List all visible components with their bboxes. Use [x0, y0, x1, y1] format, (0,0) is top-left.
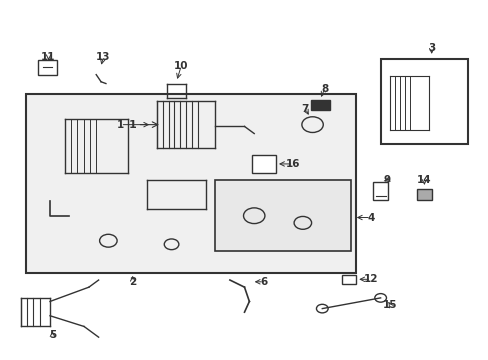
Text: 13: 13 [96, 52, 110, 62]
Text: 2: 2 [129, 277, 136, 287]
Text: 11: 11 [41, 52, 56, 62]
Text: 12: 12 [363, 274, 377, 284]
Text: 3: 3 [427, 43, 434, 53]
Text: 4: 4 [366, 212, 374, 222]
Bar [26, 94, 356, 273]
Text: 6: 6 [260, 277, 267, 287]
Text: 1: 1 [117, 120, 124, 130]
Bar [215, 180, 351, 251]
Bar [341, 275, 356, 284]
Bar [380, 59, 467, 144]
Bar [416, 189, 431, 200]
Text: 5: 5 [49, 330, 56, 341]
Text: 9: 9 [383, 175, 390, 185]
Text: 7: 7 [301, 104, 308, 113]
Bar [372, 182, 387, 200]
Text: 8: 8 [321, 84, 327, 94]
Bar [251, 155, 276, 173]
Bar [38, 60, 57, 75]
Bar [310, 100, 329, 111]
Text: 1: 1 [128, 120, 136, 130]
Text: 14: 14 [416, 175, 431, 185]
Text: 10: 10 [174, 61, 188, 71]
Text: 16: 16 [285, 159, 300, 169]
Text: 15: 15 [382, 300, 397, 310]
